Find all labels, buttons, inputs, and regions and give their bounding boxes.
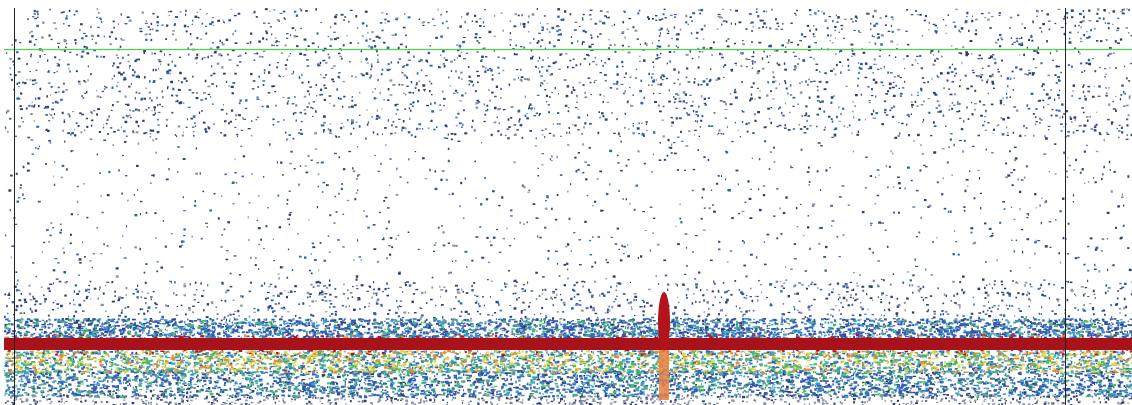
echo-plume [658,292,670,352]
page: (() => { const data = JSON.parse(documen… [0,0,1132,405]
echo-plume-tail [659,350,669,400]
echogram [0,0,1132,405]
bottom-echo-line [4,338,1132,350]
